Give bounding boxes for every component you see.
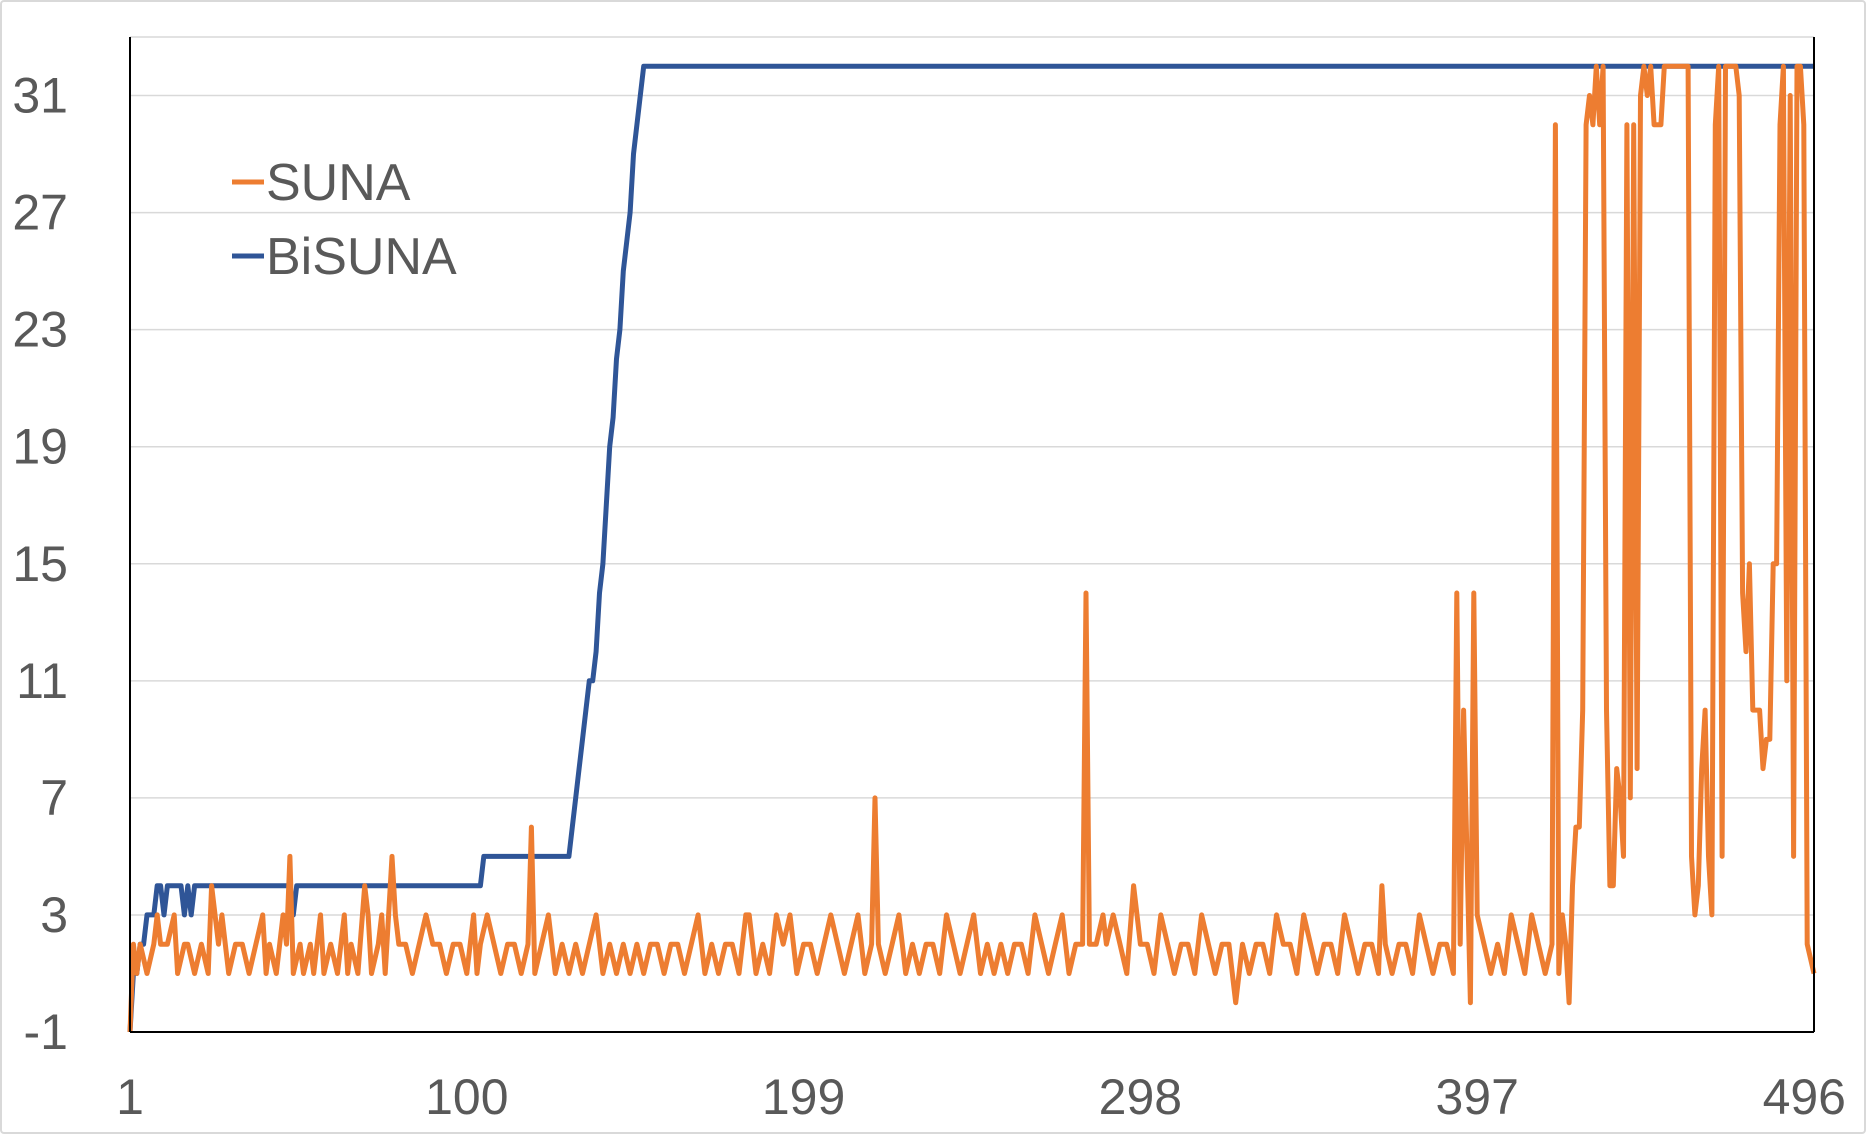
series-lines bbox=[127, 63, 1817, 1033]
legend-label-suna: SUNA bbox=[266, 154, 411, 212]
legend: SUNA BiSUNA bbox=[232, 154, 457, 286]
x-tick-label: 100 bbox=[425, 1069, 508, 1125]
plot-frame bbox=[129, 37, 1815, 1033]
y-tick-label: 23 bbox=[12, 302, 68, 358]
x-tick-label: 298 bbox=[1099, 1069, 1182, 1125]
y-tick-label: 19 bbox=[12, 419, 68, 475]
y-tick-label: -1 bbox=[24, 1004, 68, 1060]
y-tick-label: 7 bbox=[40, 770, 68, 826]
series-line-suna bbox=[127, 63, 1817, 1033]
grid-lines bbox=[130, 36, 1814, 916]
y-tick-label: 31 bbox=[12, 68, 68, 124]
x-tick-label: 496 bbox=[1763, 1069, 1846, 1125]
y-tick-label: 11 bbox=[16, 653, 68, 709]
series-line-bisuna bbox=[127, 63, 1814, 1033]
x-axis-tick-labels: 1 100 199 298 397 496 bbox=[116, 1069, 1846, 1125]
y-tick-label: 3 bbox=[40, 887, 68, 943]
y-axis-tick-labels: -1 3 7 11 15 19 23 27 31 bbox=[12, 68, 68, 1060]
y-tick-label: 15 bbox=[12, 536, 68, 592]
x-tick-label: 397 bbox=[1435, 1069, 1518, 1125]
x-tick-label: 1 bbox=[116, 1069, 144, 1125]
x-tick-label: 199 bbox=[762, 1069, 845, 1125]
y-tick-label: 27 bbox=[12, 185, 68, 241]
legend-label-bisuna: BiSUNA bbox=[266, 228, 457, 286]
